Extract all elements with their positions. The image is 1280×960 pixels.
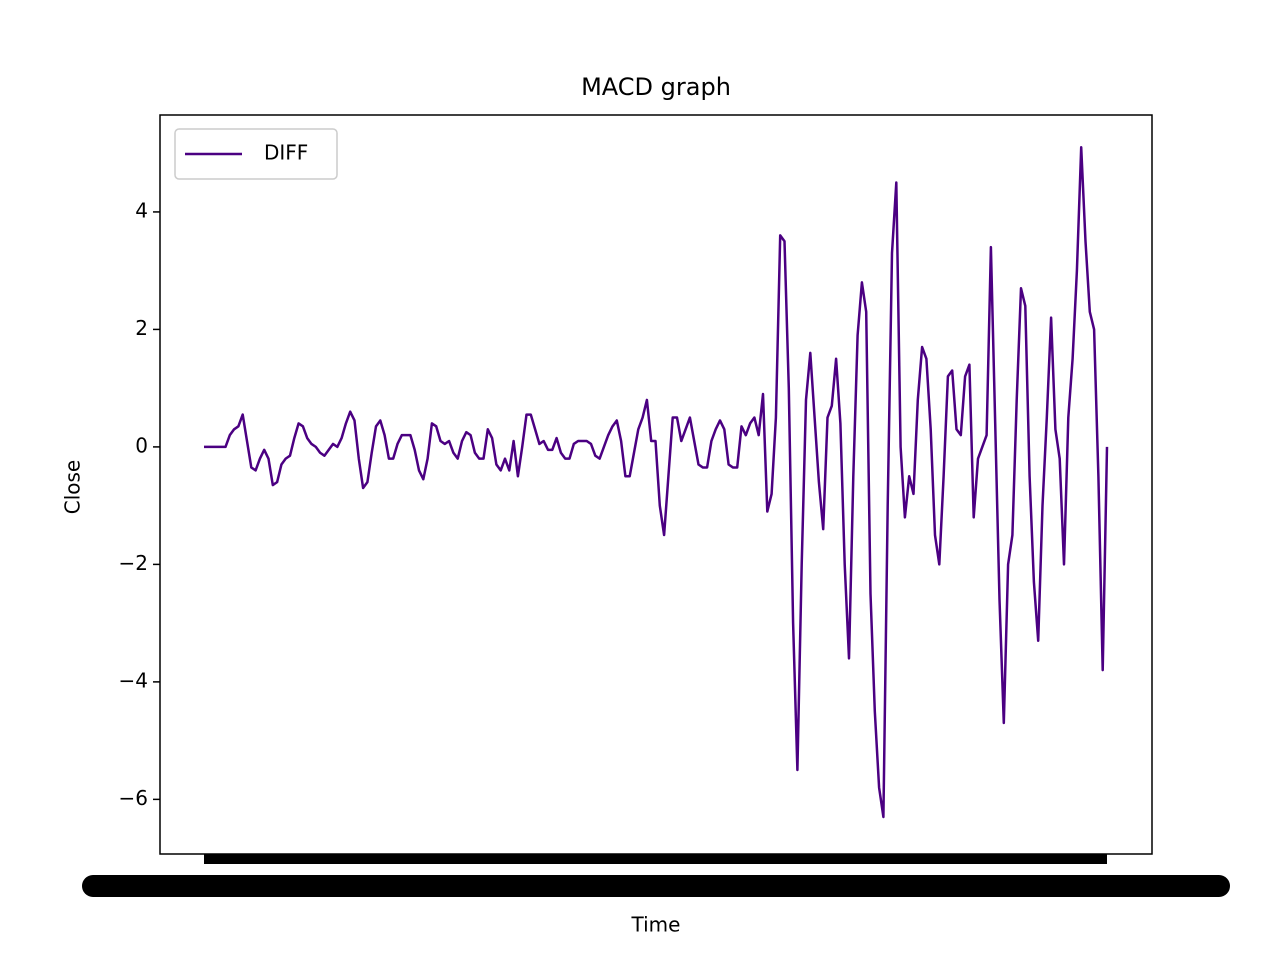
y-tick-label: −6 xyxy=(119,786,148,810)
x-tick-labels-overlap xyxy=(82,875,1230,897)
y-tick-label: 0 xyxy=(135,433,148,457)
legend-box xyxy=(174,128,338,180)
legend-label: DIFF xyxy=(264,141,308,165)
chart-title: MACD graph xyxy=(581,73,731,101)
axes-frame xyxy=(159,114,1153,855)
y-axis-label: Close xyxy=(61,460,85,514)
x-axis-label: Time xyxy=(631,913,681,937)
y-tick-label: −2 xyxy=(119,551,148,575)
y-tick-label: −4 xyxy=(119,668,148,692)
y-tick-label: 2 xyxy=(135,316,148,340)
x-tick-marks xyxy=(204,854,1107,864)
line-series xyxy=(204,146,1109,819)
y-tick-label: 4 xyxy=(135,198,148,222)
